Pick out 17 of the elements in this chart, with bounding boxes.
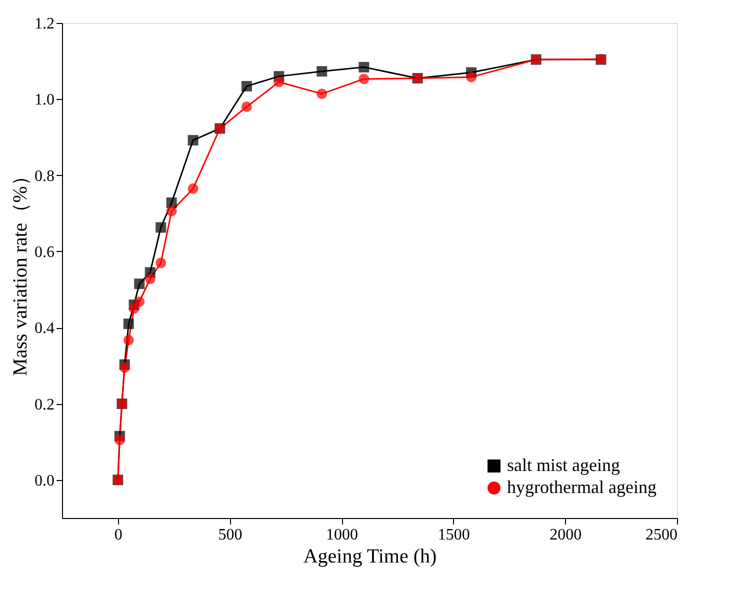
x-tick-label: 500 — [218, 526, 242, 544]
legend-label: salt mist ageing — [507, 455, 620, 475]
x-tick-label: 0 — [114, 526, 122, 544]
y-tick-label: 0.2 — [34, 396, 54, 414]
y-axis-title: Mass variation rate（%） — [10, 166, 32, 376]
x-tick-label: 2000 — [550, 526, 582, 544]
x-tick-label: 2500 — [646, 526, 678, 544]
y-tick-label: 0.8 — [34, 168, 54, 185]
y-tick-label: 0.6 — [34, 244, 54, 261]
x-tick-label: 1000 — [326, 526, 358, 544]
x-axis-title: Ageing Time (h) — [303, 546, 437, 568]
y-tick-label: 1.0 — [34, 92, 54, 109]
y-tick-label: 0.4 — [34, 320, 54, 338]
legend-label: hygrothermal ageing — [507, 477, 656, 497]
y-tick-label: 1.2 — [34, 16, 54, 32]
x-tick-label: 1500 — [438, 526, 470, 544]
y-tick-label: 0.0 — [34, 472, 54, 490]
